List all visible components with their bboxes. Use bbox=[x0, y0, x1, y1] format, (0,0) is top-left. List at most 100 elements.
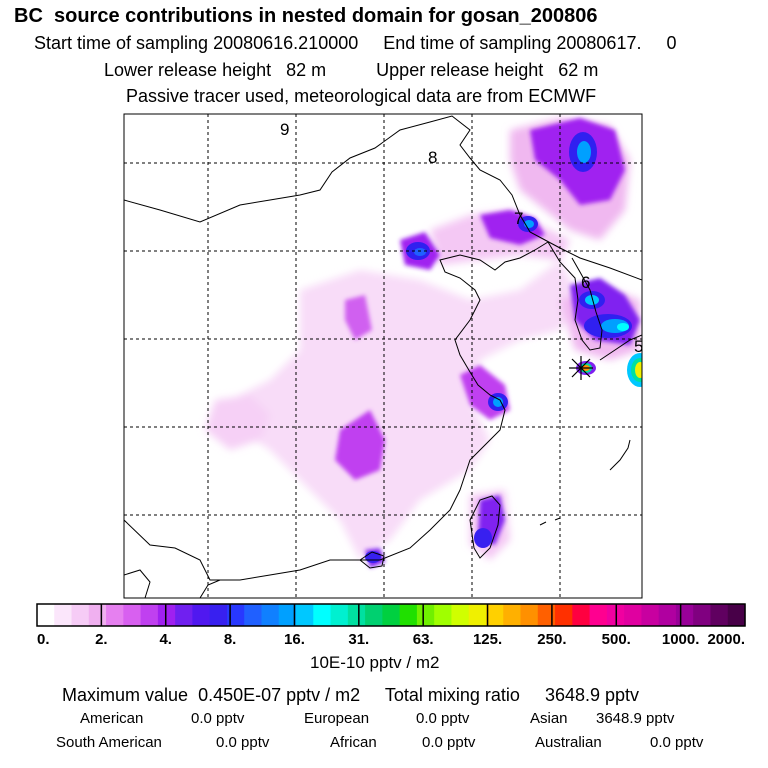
colorbar-cell bbox=[572, 604, 591, 626]
colorbar-tick-label: 8. bbox=[224, 631, 237, 648]
colorbar-tick-label: 4. bbox=[159, 631, 172, 648]
colorbar-cell bbox=[244, 604, 263, 626]
colorbar-cell bbox=[485, 604, 504, 626]
colorbar-cell bbox=[727, 604, 746, 626]
total-value: 3648.9 pptv bbox=[544, 685, 640, 705]
source-contribution-map: 9 8 7 6 5 bbox=[123, 113, 643, 599]
release-height-line: Lower release height 82 m Upper release … bbox=[104, 61, 598, 79]
chart-title: BC source contributions in nested domain… bbox=[14, 5, 598, 27]
day-marker-7: 7 bbox=[514, 209, 523, 228]
maximum-total-line: Maximum value 0.450E-07 pptv / m2 Total … bbox=[62, 686, 639, 704]
colorbar-cell bbox=[520, 604, 539, 626]
colorbar-tick-label: 500. bbox=[602, 631, 631, 648]
region-south-american-label: South American bbox=[56, 734, 162, 751]
lower-value: 82 m bbox=[286, 60, 327, 80]
region-american-value: 0.0 pptv bbox=[191, 710, 245, 727]
colorbar-cell bbox=[382, 604, 401, 626]
colorbar-cell bbox=[123, 604, 142, 626]
region-european-value: 0.0 pptv bbox=[416, 710, 470, 727]
colorbar-cell bbox=[226, 604, 245, 626]
map-gridlines bbox=[124, 114, 642, 598]
region-australian-label: Australian bbox=[535, 734, 602, 751]
colorbar-cell bbox=[54, 604, 73, 626]
colorbar-cells bbox=[37, 604, 746, 626]
end-label: End time of sampling bbox=[383, 33, 552, 53]
colorbar-cell bbox=[296, 604, 314, 626]
colorbar-tick-label: 31. bbox=[348, 631, 369, 648]
start-value: 20080616.210000 bbox=[213, 33, 359, 53]
region-asian-label: Asian bbox=[530, 710, 568, 727]
colorbar-cell bbox=[37, 604, 55, 626]
colorbar-tick-label: 2000. bbox=[707, 631, 745, 648]
colorbar-cell bbox=[555, 604, 573, 626]
sampling-time-line: Start time of sampling 20080616.210000 E… bbox=[34, 34, 677, 52]
tracer-note: Passive tracer used, meteorological data… bbox=[126, 86, 597, 106]
region-american-label: American bbox=[80, 710, 144, 727]
colorbar-cell bbox=[88, 604, 107, 626]
region-african-label: African bbox=[330, 734, 377, 751]
colorbar-cell bbox=[140, 604, 159, 626]
plume-core bbox=[365, 132, 642, 563]
end-tail: 0 bbox=[666, 33, 677, 53]
colorbar-cell bbox=[641, 604, 660, 626]
colorbar-tick-label: 125. bbox=[473, 631, 502, 648]
region-australian-value: 0.0 pptv bbox=[650, 734, 704, 751]
colorbar-cell bbox=[347, 604, 366, 626]
end-value: 20080617. bbox=[556, 33, 642, 53]
colorbar-cell bbox=[209, 604, 228, 626]
colorbar-units: 10E-10 pptv / m2 bbox=[310, 653, 440, 672]
colorbar-cell bbox=[175, 604, 194, 626]
colorbar-tick-label: 250. bbox=[537, 631, 566, 648]
colorbar-cell bbox=[399, 604, 418, 626]
colorbar-cell bbox=[710, 604, 729, 626]
region-african-value: 0.0 pptv bbox=[422, 734, 476, 751]
colorbar-cell bbox=[537, 604, 556, 626]
colorbar-cell bbox=[624, 604, 642, 626]
colorbar-cell bbox=[261, 604, 280, 626]
colorbar-cell bbox=[468, 604, 487, 626]
day-marker-8: 8 bbox=[428, 148, 437, 167]
colorbar-cell bbox=[71, 604, 90, 626]
colorbar-cell bbox=[416, 604, 435, 626]
colorbar-tick-label: 2. bbox=[95, 631, 108, 648]
region-european-label: European bbox=[304, 710, 370, 727]
maximum-label: Maximum value bbox=[62, 685, 189, 705]
region-south-american-value: 0.0 pptv bbox=[216, 734, 270, 751]
map-frame bbox=[123, 113, 643, 599]
colorbar-tick-label: 63. bbox=[413, 631, 434, 648]
upper-value: 62 m bbox=[558, 60, 599, 80]
colorbar-cell bbox=[675, 604, 694, 626]
colorbar-tick-label: 0. bbox=[37, 631, 50, 648]
day-markers: 9 8 7 6 5 bbox=[280, 120, 643, 356]
colorbar-tick-label: 1000. bbox=[662, 631, 700, 648]
colorbar: 0. 2. 4. 8. 16. 31. 63. 125. 250. 500. 1000. 2000. bbox=[36, 603, 746, 648]
colorbar-cell bbox=[365, 604, 383, 626]
colorbar-cell bbox=[157, 604, 176, 626]
day-marker-5: 5 bbox=[634, 337, 643, 356]
colorbar-cell bbox=[503, 604, 522, 626]
colorbar-cell bbox=[192, 604, 211, 626]
receptor-marker bbox=[569, 356, 593, 380]
colorbar-tick-label: 16. bbox=[284, 631, 305, 648]
coastlines bbox=[124, 115, 642, 598]
day-marker-6: 6 bbox=[581, 273, 590, 292]
colorbar-cell bbox=[330, 604, 349, 626]
colorbar-tick-labels: 0. 2. 4. 8. 16. 31. 63. 125. 250. 500. 1000. 2000. bbox=[37, 631, 745, 648]
upper-label: Upper release height bbox=[376, 60, 544, 80]
colorbar-cell bbox=[451, 604, 470, 626]
colorbar-frame bbox=[36, 603, 746, 627]
colorbar-cell bbox=[693, 604, 712, 626]
colorbar-cell bbox=[589, 604, 608, 626]
region-asian-value: 3648.9 pptv bbox=[596, 710, 675, 727]
colorbar-separators bbox=[100, 604, 682, 626]
start-label: Start time of sampling bbox=[34, 33, 209, 53]
total-label: Total mixing ratio bbox=[384, 685, 520, 705]
colorbar-cell bbox=[313, 604, 332, 626]
colorbar-cell bbox=[278, 604, 297, 626]
lower-label: Lower release height bbox=[104, 60, 272, 80]
colorbar-cell bbox=[434, 604, 453, 626]
colorbar-cell bbox=[106, 604, 124, 626]
maximum-value: 0.450E-07 pptv / m2 bbox=[198, 685, 361, 705]
colorbar-cell bbox=[658, 604, 677, 626]
day-marker-9: 9 bbox=[280, 120, 289, 139]
